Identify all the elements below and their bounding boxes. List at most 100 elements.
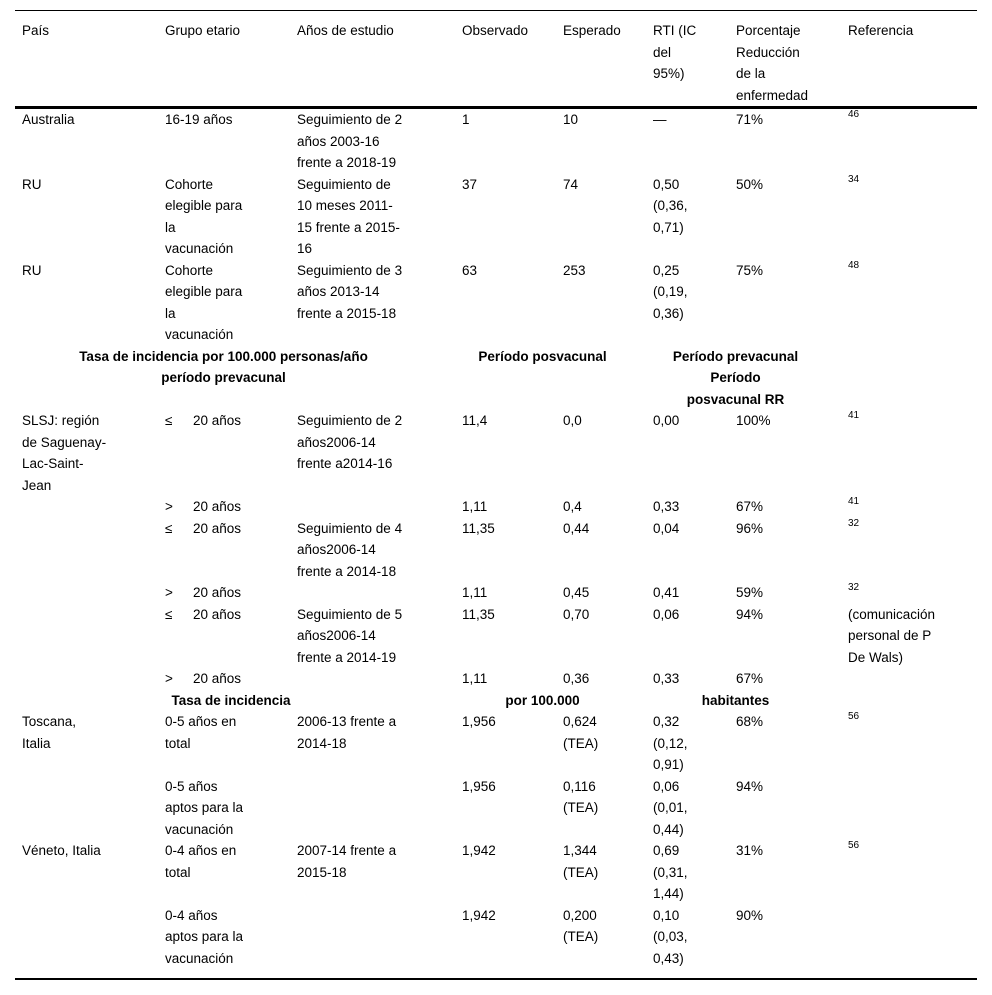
cell-anos-estudio (297, 496, 462, 518)
cell-observado: 11,35 (462, 520, 495, 536)
cell-observado: 1,11 (462, 499, 488, 514)
cell-esperado: 0,116 (TEA) (563, 778, 599, 816)
section-label (848, 346, 977, 411)
age-group-label: 20 años (193, 499, 242, 514)
table-row: RU Cohorte elegible para la vacunación Seg… (15, 260, 977, 346)
cell-porcentaje-reduccion: 71% (736, 112, 764, 127)
comparator-symbol: ≤ (165, 413, 173, 428)
cell-porcentaje-reduccion: 67% (736, 499, 764, 514)
cell-referencia (848, 668, 977, 690)
comparator-symbol: > (165, 585, 173, 600)
reference-superscript: 46 (848, 109, 860, 120)
age-group-label: 20 años (193, 585, 242, 600)
comparator-symbol: > (165, 499, 173, 514)
age-group-label: 20 años (193, 413, 242, 428)
cell-esperado: 0,4 (563, 499, 582, 514)
cell-esperado: 0,624 (TEA) (563, 714, 599, 751)
cell-referencia (848, 776, 977, 841)
table-row: 0-5 años aptos para la vacunación 1,956 0,… (15, 776, 977, 841)
section-label: por 100.000 (505, 692, 580, 708)
cell-pais (15, 905, 165, 980)
cell-anos-estudio (297, 582, 462, 604)
cell-porcentaje-reduccion: 68% (736, 714, 764, 729)
cell-referencia: (comunicación personal de P De Wals) (848, 606, 936, 665)
cell-observado: 63 (462, 262, 478, 278)
cell-esperado: 74 (563, 176, 579, 192)
cell-grupo-etario: >20 años (165, 496, 297, 518)
table-row: Australia 16-19 años Seguimiento de 2 años… (15, 108, 977, 174)
column-header-referencia: Referencia (848, 10, 977, 109)
cell-porcentaje-reduccion: 31% (736, 843, 764, 858)
cell-pais: Véneto, Italia (22, 843, 101, 858)
cell-esperado: 253 (563, 262, 586, 278)
group-header-row: Tasa de incidencia por 100.000 habitantes (15, 690, 977, 712)
cell-anos-estudio: Seguimiento de 3 años 2013-14 frente a 2… (297, 262, 403, 321)
cell-esperado: 0,0 (563, 413, 582, 428)
age-group-label: 20 años (193, 671, 242, 686)
cell-grupo-etario: 0-4 años en total (165, 843, 237, 880)
cell-rti-ic95: 0,06 (0,01, 0,44) (653, 778, 688, 837)
cell-grupo-etario: ≤20 años (165, 518, 297, 583)
cell-grupo-etario: 0-4 años aptos para la vacunación (165, 907, 244, 966)
section-label: Tasa de incidencia (171, 692, 291, 708)
cell-observado: 11,4 (462, 413, 488, 428)
table-row: ≤20 años Seguimiento de 4 años2006-14 fre… (15, 518, 977, 583)
incidence-table: País Grupo etario Años de estudio Observado… (15, 10, 977, 980)
cell-anos-estudio (297, 776, 462, 841)
section-label (297, 690, 462, 712)
cell-rti-ic95: 0,06 (653, 606, 680, 622)
cell-pais: Australia (22, 112, 75, 127)
cell-observado: 1,956 (462, 778, 496, 794)
cell-esperado: 0,70 (563, 606, 590, 622)
table-row: ≤20 años Seguimiento de 5 años2006-14 fre… (15, 604, 977, 669)
cell-referencia: 56 (848, 840, 977, 905)
cell-observado: 1,11 (462, 671, 488, 686)
column-header-grupo-etario: Grupo etario (165, 10, 297, 109)
cell-rti-ic95: 0,33 (653, 671, 680, 686)
header-row: País Grupo etario Años de estudio Observado… (15, 10, 977, 109)
cell-rti-ic95: — (653, 112, 667, 127)
cell-rti-ic95: 0,41 (653, 585, 680, 600)
cell-anos-estudio: 2006-13 frente a 2014-18 (297, 714, 397, 751)
cell-observado: 1,942 (462, 843, 496, 858)
table-row: Véneto, Italia 0-4 años en total 2007-14 f… (15, 840, 977, 905)
cell-esperado: 0,45 (563, 585, 590, 600)
cell-anos-estudio (297, 905, 462, 980)
reference-superscript: 41 (848, 496, 860, 507)
column-header-anos-estudio: Años de estudio (297, 10, 462, 109)
cell-porcentaje-reduccion: 94% (736, 778, 764, 794)
cell-rti-ic95: 0,00 (653, 413, 680, 428)
cell-anos-estudio: Seguimiento de 10 meses 2011- 15 frente … (297, 176, 400, 257)
cell-pais (15, 776, 165, 841)
cell-anos-estudio: Seguimiento de 5 años2006-14 frente a 20… (297, 606, 403, 665)
cell-rti-ic95: 0,04 (653, 520, 680, 536)
table-row: >20 años 1,11 0,36 0,33 67% (15, 668, 977, 690)
comparator-symbol: > (165, 671, 173, 686)
group-header-row: Tasa de incidencia por 100.000 personas/… (15, 346, 977, 411)
cell-pais (15, 668, 165, 690)
cell-grupo-etario: 0-5 años en total (165, 714, 237, 751)
reference-superscript: 48 (848, 259, 860, 271)
cell-observado: 37 (462, 176, 478, 192)
table-row: 0-4 años aptos para la vacunación 1,942 0,… (15, 905, 977, 980)
cell-anos-estudio: Seguimiento de 2 años2006-14 frente a201… (297, 413, 403, 471)
cell-rti-ic95: 0,32 (0,12, 0,91) (653, 714, 688, 772)
reference-superscript: 56 (848, 840, 860, 851)
cell-anos-estudio: Seguimiento de 4 años2006-14 frente a 20… (297, 520, 403, 579)
cell-grupo-etario: >20 años (165, 668, 297, 690)
cell-grupo-etario: >20 años (165, 582, 297, 604)
cell-referencia: 56 (848, 711, 977, 776)
column-header-rti-ic95: RTI (IC del 95%) (653, 10, 736, 109)
cell-esperado: 0,44 (563, 520, 590, 536)
cell-referencia (848, 905, 977, 980)
cell-porcentaje-reduccion: 67% (736, 671, 764, 686)
cell-rti-ic95: 0,33 (653, 499, 680, 514)
table-row: Toscana, Italia 0-5 años en total 2006-13 … (15, 711, 977, 776)
cell-referencia: 46 (848, 108, 977, 174)
cell-porcentaje-reduccion: 50% (736, 176, 764, 192)
cell-referencia: 41 (848, 410, 977, 496)
column-header-observado: Observado (462, 10, 563, 109)
cell-porcentaje-reduccion: 100% (736, 413, 771, 428)
cell-observado: 1,942 (462, 907, 496, 923)
